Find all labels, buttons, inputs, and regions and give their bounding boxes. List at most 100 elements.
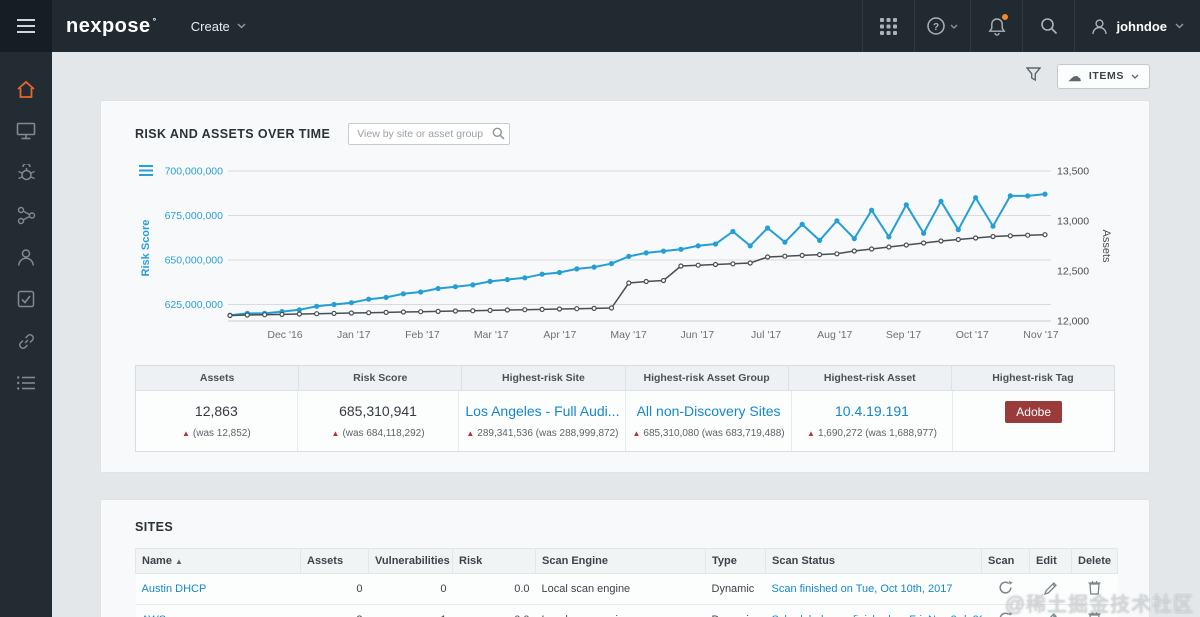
user-menu[interactable]: johndoe <box>1074 0 1200 52</box>
sidebar-item-links[interactable] <box>0 320 52 362</box>
col-header-scan-status[interactable]: Scan Status <box>765 548 982 574</box>
site-assets: 0 <box>300 573 369 605</box>
highest-risk-tag-badge[interactable]: Adobe <box>1005 401 1062 423</box>
sites-table: Name ▲ Assets Vulnerabilities Risk Scan E… <box>135 548 1118 617</box>
nexpose-logo: nexpose ° <box>52 0 175 52</box>
highest-risk-asset-delta: 1,690,272 (was 1,688,977) <box>817 428 937 439</box>
checkbox-icon <box>17 290 35 308</box>
col-header-name[interactable]: Name ▲ <box>135 548 301 574</box>
summary-header-row: Assets Risk Score Highest-risk Site High… <box>136 366 1114 390</box>
create-menu[interactable]: Create <box>175 0 262 52</box>
sidebar-item-users[interactable] <box>0 236 52 278</box>
person-icon <box>18 248 34 266</box>
search-button[interactable] <box>1022 0 1074 52</box>
search-icon[interactable] <box>492 127 505 145</box>
sidebar-item-list[interactable] <box>0 362 52 404</box>
sidebar-item-assets[interactable] <box>0 110 52 152</box>
svg-text:700,000,000: 700,000,000 <box>165 166 224 178</box>
edit-icon[interactable] <box>1043 581 1058 598</box>
highest-risk-asset-group-link[interactable]: All non-Discovery Sites <box>636 403 781 419</box>
svg-text:13,500: 13,500 <box>1057 166 1089 178</box>
svg-text:Aug '17: Aug '17 <box>817 329 852 341</box>
highest-risk-site-link[interactable]: Los Angeles - Full Audi... <box>465 403 620 419</box>
col-header-scan: Scan <box>981 548 1030 574</box>
user-icon <box>1092 18 1108 34</box>
items-dropdown-button[interactable]: ☁ ITEMS <box>1057 63 1150 89</box>
col-header-vulnerabilities[interactable]: Vulnerabilities <box>368 548 453 574</box>
svg-text:Apr '17: Apr '17 <box>543 329 576 341</box>
svg-text:13,000: 13,000 <box>1057 216 1089 228</box>
site-type: Dynamic <box>705 604 766 617</box>
col-header-type[interactable]: Type <box>705 548 766 574</box>
summary-header-highest-risk-asset: Highest-risk Asset <box>789 366 952 390</box>
risk-assets-card: RISK AND ASSETS OVER TIME 700,000,000 675… <box>100 100 1150 473</box>
delete-icon[interactable] <box>1088 580 1101 598</box>
scan-status-link[interactable]: Scheduled scan finished on Fri, Nov 3rd,… <box>772 614 982 617</box>
scan-icon[interactable] <box>998 611 1013 617</box>
up-arrow-icon: ▲ <box>181 429 190 438</box>
svg-text:675,000,000: 675,000,000 <box>165 210 224 222</box>
site-row-austin-dhcp: Austin DHCP 0 0 0.0 Local scan engine Dy… <box>135 573 1118 605</box>
site-vulnerabilities: 1 <box>368 604 453 617</box>
col-header-delete: Delete <box>1071 548 1118 574</box>
svg-text:Jan '17: Jan '17 <box>337 329 371 341</box>
logo-reg-mark: ° <box>152 16 157 26</box>
content-toolbar: ☁ ITEMS <box>52 52 1200 100</box>
chevron-down-icon <box>237 23 246 29</box>
left-sidebar <box>0 52 52 617</box>
sites-card: SITES Name ▲ Assets Vulnerabilities Risk … <box>100 499 1150 617</box>
username-label: johndoe <box>1116 18 1167 34</box>
col-header-assets[interactable]: Assets <box>300 548 369 574</box>
up-arrow-icon: ▲ <box>807 429 815 438</box>
summary-cell-assets: 12,863 ▲ (was 12,852) <box>136 391 298 451</box>
site-search-input[interactable] <box>348 123 511 145</box>
cloud-icon: ☁ <box>1068 68 1082 84</box>
col-header-risk[interactable]: Risk <box>452 548 536 574</box>
svg-text:12,000: 12,000 <box>1057 316 1089 328</box>
site-name-link[interactable]: AWS <box>142 614 167 617</box>
highest-risk-asset-link[interactable]: 10.4.19.191 <box>834 403 909 419</box>
branch-icon <box>17 206 35 224</box>
help-menu-button[interactable]: ? <box>914 0 970 52</box>
summary-header-highest-risk-tag: Highest-risk Tag <box>992 372 1074 384</box>
delete-icon[interactable] <box>1088 611 1101 617</box>
notification-badge <box>1001 13 1010 21</box>
site-search <box>348 123 511 145</box>
site-name-link[interactable]: Austin DHCP <box>141 583 207 595</box>
main-menu-icon[interactable] <box>0 0 52 52</box>
y-axis-right-title: Assets <box>1100 229 1112 263</box>
logo-text: nexpose <box>66 14 151 37</box>
summary-value-row: 12,863 ▲ (was 12,852) 685,310,941 ▲ (was 6… <box>136 390 1114 451</box>
app-shell: ☁ ITEMS RISK AND ASSETS OVER TIME <box>0 52 1200 617</box>
assets-count: 12,863 <box>194 403 238 419</box>
edit-icon[interactable] <box>1044 612 1058 617</box>
summary-header-highest-risk-site: Highest-risk Site <box>462 366 626 390</box>
site-assets: 2 <box>300 604 369 617</box>
assets-delta: (was 12,852) <box>192 428 251 439</box>
list-icon <box>17 376 35 390</box>
risk-summary-table: Assets Risk Score Highest-risk Site High… <box>135 365 1115 452</box>
filter-icon[interactable] <box>1025 66 1042 86</box>
svg-text:Dec '16: Dec '16 <box>267 329 302 341</box>
scan-icon[interactable] <box>998 580 1013 598</box>
sites-title: SITES <box>135 520 174 534</box>
svg-text:12,500: 12,500 <box>1057 266 1089 278</box>
risk-assets-chart[interactable]: 700,000,000 675,000,000 650,000,000 625,000… <box>135 151 1115 353</box>
chart-menu-icon[interactable] <box>139 165 153 176</box>
sidebar-item-tasks[interactable] <box>0 278 52 320</box>
site-risk: 0.0 <box>452 604 536 617</box>
svg-text:650,000,000: 650,000,000 <box>165 255 224 267</box>
apps-grid-button[interactable] <box>862 0 914 52</box>
notifications-button[interactable] <box>970 0 1022 52</box>
scan-status-link[interactable]: Scan finished on Tue, Oct 10th, 2017 <box>771 583 953 595</box>
chevron-down-icon <box>1131 74 1139 79</box>
col-header-scan-engine[interactable]: Scan Engine <box>535 548 706 574</box>
svg-text:Sep '17: Sep '17 <box>886 329 921 341</box>
highest-risk-asset-group-delta: 685,310,080 (was 683,719,488) <box>643 428 785 439</box>
sidebar-item-vulnerabilities[interactable] <box>0 152 52 194</box>
sidebar-item-home[interactable] <box>0 68 52 110</box>
summary-header-assets: Assets <box>136 366 300 390</box>
chevron-down-icon <box>950 24 958 29</box>
sidebar-item-policies[interactable] <box>0 194 52 236</box>
